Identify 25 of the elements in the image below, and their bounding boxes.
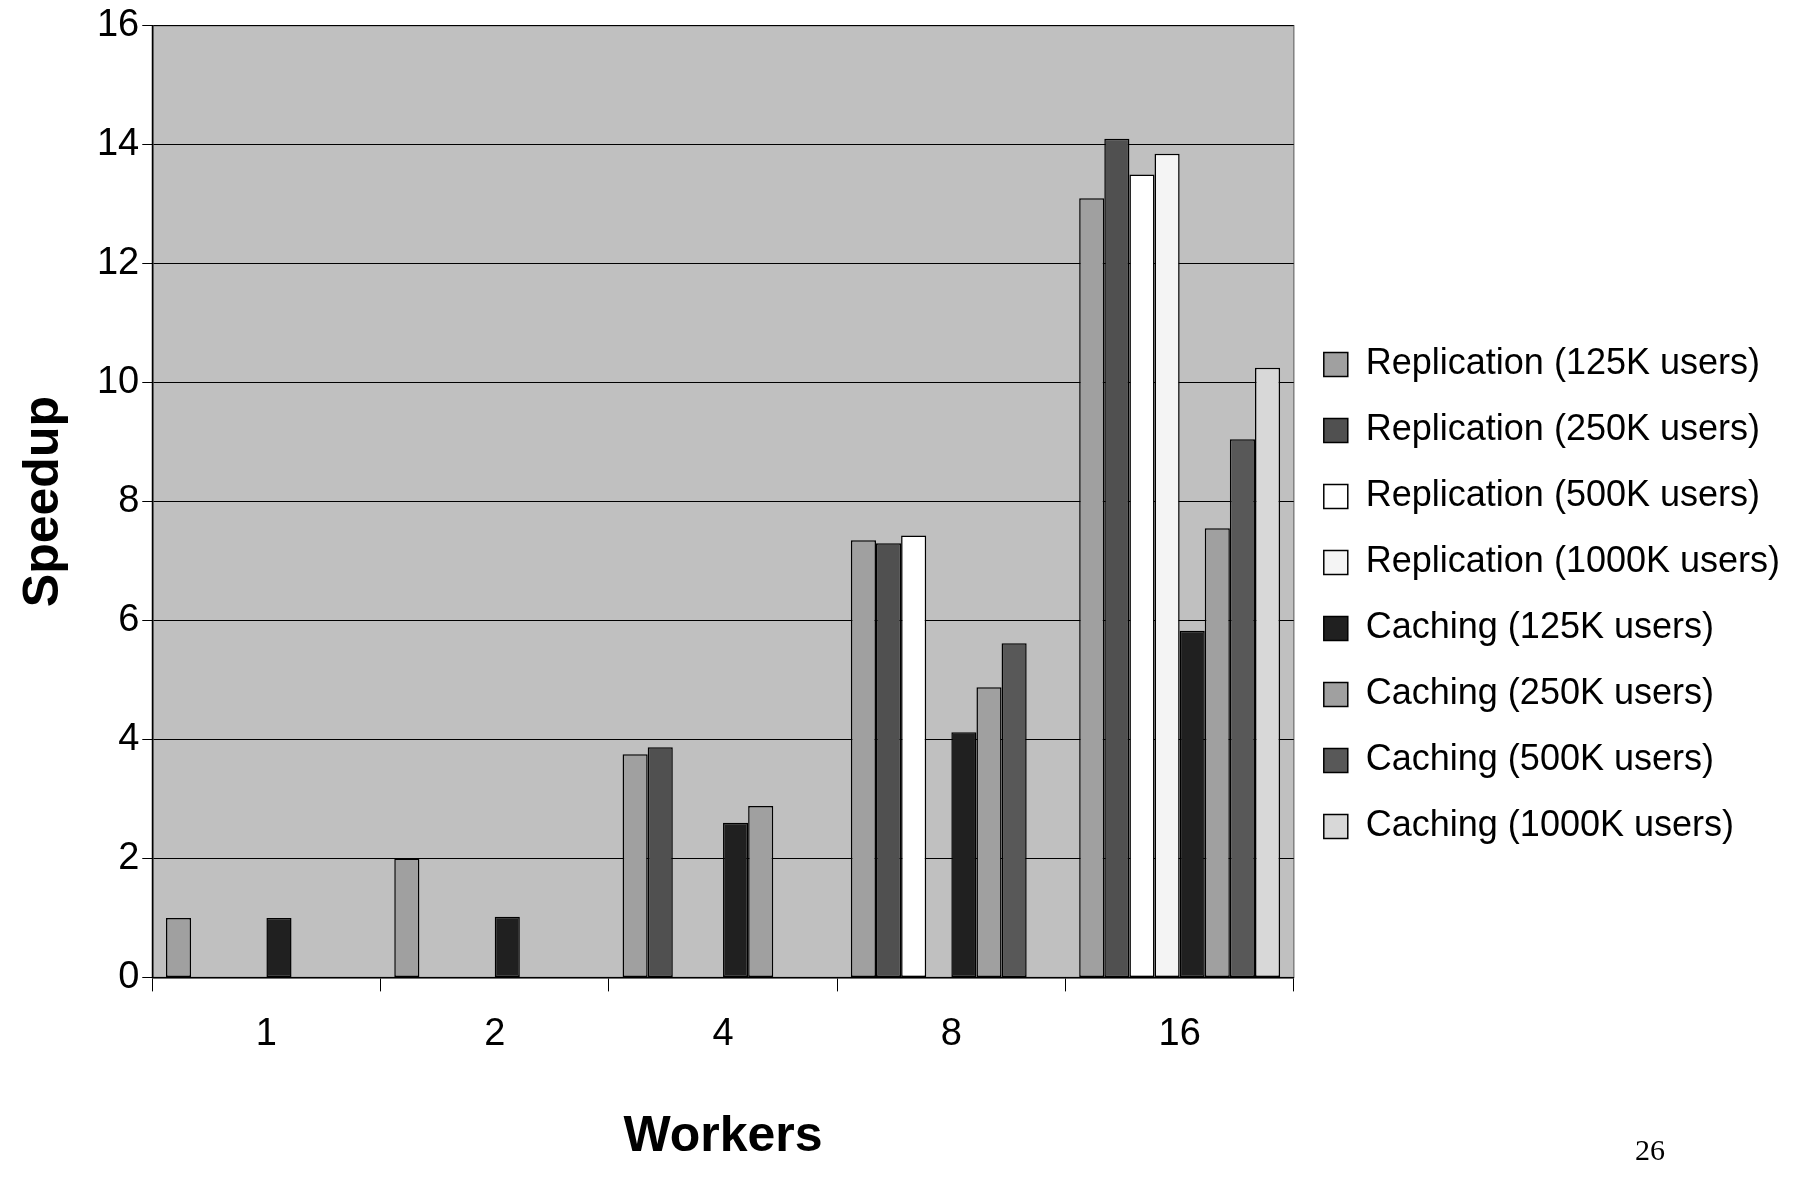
text: 26 bbox=[1635, 1133, 1665, 1166]
x-tick-label: 8 bbox=[940, 1010, 962, 1053]
x-tick-label: 4 bbox=[712, 1010, 734, 1053]
legend-label: Caching (500K users) bbox=[1365, 737, 1714, 779]
legend-label: Replication (1000K users) bbox=[1365, 539, 1781, 581]
x-tick-label: 1 bbox=[255, 1010, 277, 1053]
legend-label: Replication (250K users) bbox=[1365, 407, 1760, 449]
x-tick-label: 16 bbox=[1158, 1010, 1201, 1053]
y-tick-label: 16 bbox=[96, 2, 140, 45]
legend-label: Replication (125K users) bbox=[1365, 341, 1760, 383]
y-tick-label: 8 bbox=[118, 478, 140, 521]
y-tick-label: 4 bbox=[118, 715, 140, 758]
y-tick-label: 2 bbox=[118, 834, 140, 877]
legend-label: Caching (125K users) bbox=[1365, 605, 1714, 647]
y-tick-label: 10 bbox=[96, 359, 140, 402]
y-tick-label: 12 bbox=[96, 240, 140, 283]
x-tick-label: 2 bbox=[484, 1010, 506, 1053]
y-tick-label: 0 bbox=[118, 953, 140, 996]
legend-label: Caching (250K users) bbox=[1365, 671, 1714, 713]
x-axis-title: Workers bbox=[623, 1105, 823, 1162]
y-axis-title: Speedup bbox=[12, 396, 69, 608]
legend-label: Caching (1000K users) bbox=[1365, 803, 1734, 845]
y-tick-label: 6 bbox=[118, 597, 140, 640]
legend-label: Replication (500K users) bbox=[1365, 473, 1760, 515]
y-tick-label: 14 bbox=[96, 121, 140, 164]
